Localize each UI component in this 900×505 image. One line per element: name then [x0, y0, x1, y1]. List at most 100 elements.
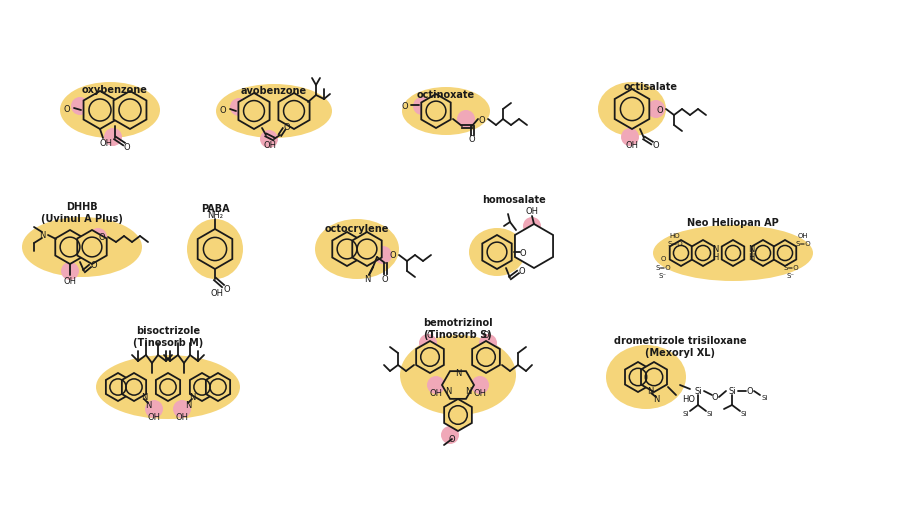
Text: Si: Si [706, 410, 713, 416]
Text: O: O [652, 141, 660, 150]
Text: OH: OH [429, 388, 443, 397]
Polygon shape [77, 231, 107, 265]
Text: O: O [469, 135, 475, 144]
Circle shape [145, 400, 163, 418]
Text: S=O: S=O [796, 240, 811, 246]
Polygon shape [332, 232, 362, 267]
Text: N: N [140, 393, 148, 401]
Text: octocrylene: octocrylene [325, 224, 389, 233]
Text: O: O [401, 102, 408, 110]
Polygon shape [198, 230, 232, 270]
Ellipse shape [96, 356, 240, 419]
Circle shape [104, 129, 122, 147]
Text: H: H [748, 253, 754, 262]
Text: O: O [712, 393, 718, 401]
Circle shape [61, 263, 79, 280]
Polygon shape [352, 232, 382, 267]
Ellipse shape [60, 83, 160, 139]
Ellipse shape [606, 345, 686, 409]
Circle shape [413, 98, 431, 116]
Circle shape [260, 131, 278, 148]
Circle shape [230, 99, 248, 117]
Polygon shape [482, 235, 512, 270]
Text: S=O: S=O [655, 265, 670, 271]
Text: O: O [220, 105, 226, 114]
Text: OH: OH [473, 388, 487, 397]
Text: Si: Si [741, 410, 747, 416]
Ellipse shape [400, 335, 516, 415]
Text: OH: OH [797, 232, 808, 238]
Polygon shape [615, 90, 649, 130]
Text: N: N [364, 275, 370, 284]
Text: OH: OH [176, 413, 188, 422]
Text: OH: OH [64, 276, 76, 285]
Polygon shape [774, 240, 796, 267]
Text: O: O [479, 115, 485, 124]
Text: N: N [647, 387, 653, 396]
Polygon shape [421, 95, 451, 129]
Text: oxybenzone: oxybenzone [82, 85, 148, 95]
Text: N: N [652, 395, 659, 403]
Text: octinoxate: octinoxate [417, 90, 475, 100]
Text: DHHB
(Uvinul A Plus): DHHB (Uvinul A Plus) [41, 201, 123, 224]
Circle shape [89, 229, 107, 246]
Text: Neo Heliopan AP: Neo Heliopan AP [687, 218, 778, 228]
Text: S⁻: S⁻ [787, 273, 795, 278]
Text: O: O [747, 387, 753, 396]
Polygon shape [122, 373, 146, 401]
Text: O: O [382, 274, 388, 283]
Text: O: O [427, 331, 433, 340]
Text: O: O [390, 251, 396, 260]
Circle shape [441, 426, 459, 444]
Text: homosalate: homosalate [482, 194, 546, 205]
Polygon shape [113, 92, 147, 130]
Text: S=O: S=O [667, 240, 683, 246]
Text: N: N [189, 393, 195, 401]
Circle shape [621, 129, 639, 147]
Circle shape [647, 101, 665, 119]
Ellipse shape [187, 220, 243, 279]
Polygon shape [444, 399, 472, 431]
Text: O: O [99, 233, 105, 242]
Ellipse shape [598, 83, 666, 137]
Circle shape [374, 246, 392, 265]
Text: OH: OH [264, 141, 276, 150]
Text: S⁻: S⁻ [659, 273, 667, 278]
Polygon shape [190, 373, 214, 401]
Polygon shape [752, 240, 774, 267]
Text: OH: OH [100, 139, 112, 148]
Ellipse shape [653, 226, 813, 281]
Text: O: O [284, 122, 291, 131]
Polygon shape [625, 362, 651, 392]
Text: O: O [661, 256, 666, 262]
Polygon shape [692, 240, 715, 267]
Text: N: N [39, 231, 45, 240]
Ellipse shape [22, 218, 142, 277]
Text: O: O [123, 142, 130, 151]
Circle shape [173, 400, 191, 418]
Text: bisoctrizole
(Tinosorb M): bisoctrizole (Tinosorb M) [133, 325, 203, 348]
Polygon shape [106, 373, 130, 401]
Ellipse shape [402, 88, 490, 136]
Text: O: O [518, 266, 526, 275]
Polygon shape [515, 225, 554, 269]
Ellipse shape [469, 229, 525, 276]
Polygon shape [416, 341, 444, 373]
Text: O: O [91, 260, 97, 269]
Polygon shape [641, 362, 667, 392]
Text: O: O [519, 248, 526, 257]
Text: OH: OH [626, 141, 638, 150]
Text: OH: OH [148, 413, 160, 422]
Text: Si: Si [761, 394, 769, 400]
Text: O: O [449, 435, 455, 443]
Polygon shape [722, 240, 744, 267]
Polygon shape [84, 92, 116, 130]
Text: octisalate: octisalate [624, 82, 678, 92]
Text: N: N [145, 400, 151, 410]
Text: OH: OH [526, 207, 538, 216]
Text: O: O [482, 331, 490, 340]
Polygon shape [206, 373, 230, 401]
Text: OH: OH [211, 289, 223, 298]
Circle shape [427, 376, 445, 394]
Text: HO: HO [670, 232, 680, 238]
